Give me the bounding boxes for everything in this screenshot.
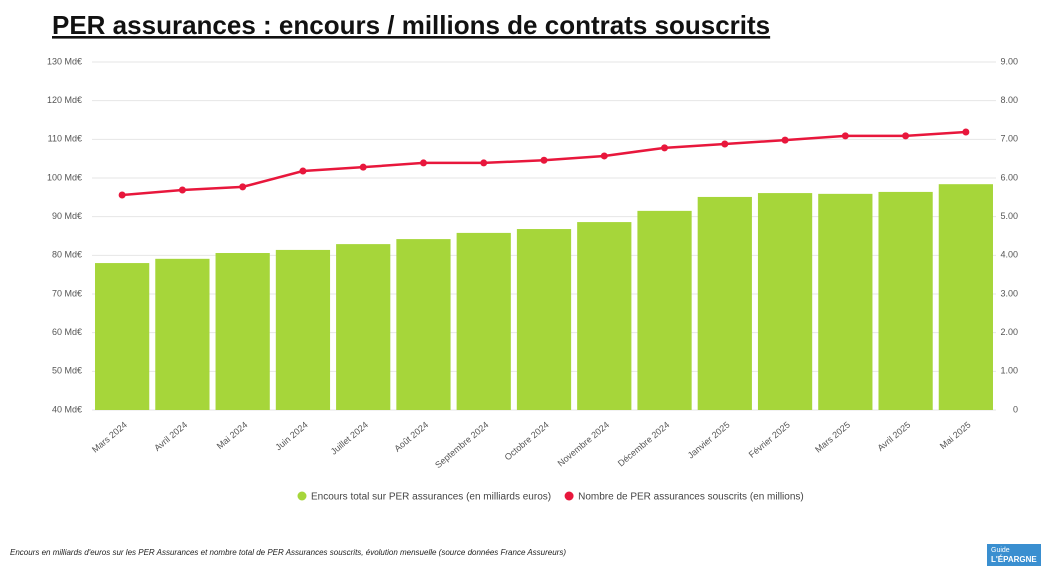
y2-tick-label: 4.00 xyxy=(1000,250,1018,260)
x-tick-label: Juin 2024 xyxy=(273,420,309,453)
y-tick-label: 70 Md€ xyxy=(52,288,82,298)
y2-tick-label: 7.00 xyxy=(1000,134,1018,144)
x-tick-label: Janvier 2025 xyxy=(686,420,732,461)
line-point xyxy=(480,159,488,167)
x-tick-label: Avril 2024 xyxy=(152,420,189,453)
y2-tick-label: 6.00 xyxy=(1000,172,1018,182)
bar xyxy=(757,193,813,410)
x-tick-label: Avril 2025 xyxy=(875,420,912,453)
y-tick-label: 90 Md€ xyxy=(52,211,82,221)
line-point xyxy=(600,152,608,160)
bar xyxy=(456,232,511,410)
legend-swatch xyxy=(564,491,574,501)
y-tick-label: 40 Md€ xyxy=(52,404,82,414)
bar xyxy=(215,253,270,410)
x-tick-label: Septembre 2024 xyxy=(433,420,490,470)
x-tick-label: Décembre 2024 xyxy=(616,420,671,469)
x-tick-label: Novembre 2024 xyxy=(556,420,611,469)
line-point xyxy=(239,183,247,191)
line-point xyxy=(359,163,367,171)
bar xyxy=(577,222,632,410)
y-tick-label: 110 Md€ xyxy=(48,134,82,144)
y-tick-label: 60 Md€ xyxy=(52,327,82,337)
bar xyxy=(637,210,692,410)
line-point xyxy=(299,167,307,175)
chart-title: PER assurances : encours / millions de c… xyxy=(52,10,770,40)
line-point xyxy=(118,191,126,199)
bar xyxy=(155,258,210,410)
x-tick-label: Juillet 2024 xyxy=(329,420,370,457)
line-point xyxy=(962,128,970,136)
y2-tick-label: 1.00 xyxy=(1000,366,1018,376)
y2-tick-label: 2.00 xyxy=(1000,327,1018,337)
x-tick-label: Mai 2024 xyxy=(215,420,250,451)
legend-swatch xyxy=(297,491,307,501)
bar xyxy=(697,196,752,410)
line-point xyxy=(781,136,789,144)
bar xyxy=(516,229,572,410)
y-tick-label: 100 Md€ xyxy=(47,172,82,182)
x-tick-label: Mai 2025 xyxy=(938,420,973,451)
x-tick-label: Mars 2024 xyxy=(90,420,129,455)
y-tick-label: 120 Md€ xyxy=(47,95,82,105)
bar xyxy=(878,191,933,410)
logo-text: Guide xyxy=(991,547,1010,554)
bar xyxy=(396,239,451,410)
line-point xyxy=(540,156,548,164)
logo-text: L'ÉPARGNE xyxy=(991,555,1037,564)
x-tick-label: Octobre 2024 xyxy=(503,420,551,463)
logo-box xyxy=(987,544,1041,566)
bar xyxy=(275,249,331,410)
line-point xyxy=(841,132,849,140)
y2-tick-label: 5.00 xyxy=(1000,211,1018,221)
y2-tick-label: 3.00 xyxy=(1000,288,1018,298)
bar xyxy=(95,263,150,410)
line-point xyxy=(902,132,910,140)
bar xyxy=(336,244,391,410)
line-point xyxy=(178,186,186,194)
x-tick-label: Août 2024 xyxy=(392,420,430,454)
y-tick-label: 80 Md€ xyxy=(52,250,82,260)
x-tick-label: Mars 2025 xyxy=(813,420,852,455)
legend-label: Encours total sur PER assurances (en mil… xyxy=(311,492,551,503)
y-tick-label: 130 Md€ xyxy=(47,56,82,66)
line-point xyxy=(419,159,427,167)
bar xyxy=(818,193,873,410)
footnote: Encours en milliards d'euros sur les PER… xyxy=(10,548,566,557)
y-tick-label: 50 Md€ xyxy=(52,366,82,376)
legend-label: Nombre de PER assurances souscrits (en m… xyxy=(578,492,804,503)
logo: Guide L'ÉPARGNE xyxy=(987,544,1041,566)
x-tick-label: Février 2025 xyxy=(747,420,792,460)
y2-tick-label: 8.00 xyxy=(1000,95,1018,105)
line-point xyxy=(661,144,669,152)
y2-tick-label: 0 xyxy=(1013,404,1018,414)
y2-tick-label: 9.00 xyxy=(1000,56,1018,66)
bar xyxy=(938,184,993,410)
line-point xyxy=(721,140,729,148)
